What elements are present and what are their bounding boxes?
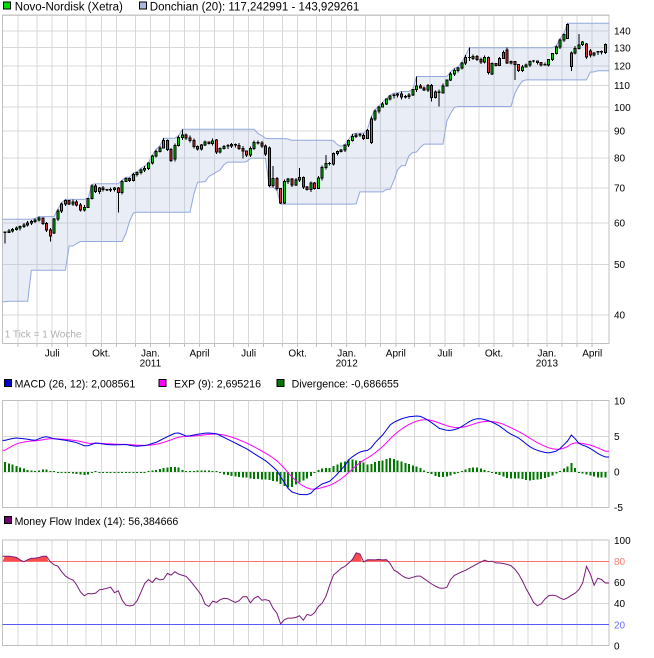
svg-text:Okt.: Okt. xyxy=(288,349,306,360)
svg-text:Divergence: -0,686655: Divergence: -0,686655 xyxy=(292,378,399,390)
svg-text:60: 60 xyxy=(614,578,626,589)
svg-text:100: 100 xyxy=(614,536,631,547)
svg-text:2011: 2011 xyxy=(140,359,162,370)
svg-text:EXP (9): 2,695216: EXP (9): 2,695216 xyxy=(174,378,261,390)
svg-text:100: 100 xyxy=(614,103,631,114)
svg-text:0: 0 xyxy=(614,468,620,479)
svg-text:Jan.: Jan. xyxy=(537,349,556,360)
svg-text:Novo-Nordisk (Xetra): Novo-Nordisk (Xetra) xyxy=(15,1,123,13)
svg-text:Okt.: Okt. xyxy=(485,349,503,360)
svg-text:20: 20 xyxy=(614,620,626,631)
svg-text:130: 130 xyxy=(614,43,631,54)
svg-text:April: April xyxy=(386,349,406,360)
svg-text:70: 70 xyxy=(614,184,626,195)
svg-text:April: April xyxy=(582,349,602,360)
svg-text:-5: -5 xyxy=(614,503,623,514)
svg-text:40: 40 xyxy=(614,311,626,322)
svg-text:60: 60 xyxy=(614,219,626,230)
svg-text:Juli: Juli xyxy=(241,349,256,360)
svg-text:10: 10 xyxy=(614,397,626,408)
svg-text:Donchian (20): 117,242991 - 14: Donchian (20): 117,242991 - 143,929261 xyxy=(150,1,360,13)
svg-text:140: 140 xyxy=(614,27,631,38)
svg-text:40: 40 xyxy=(614,599,626,610)
svg-text:0: 0 xyxy=(614,641,620,652)
svg-text:April: April xyxy=(189,349,209,360)
svg-text:80: 80 xyxy=(614,153,626,164)
svg-text:90: 90 xyxy=(614,127,626,138)
svg-text:2012: 2012 xyxy=(336,359,359,370)
svg-text:110: 110 xyxy=(614,81,630,92)
svg-text:Jan.: Jan. xyxy=(337,349,356,360)
svg-text:Okt.: Okt. xyxy=(92,349,110,360)
svg-text:MACD (26, 12): 2,008561: MACD (26, 12): 2,008561 xyxy=(15,378,136,390)
svg-text:50: 50 xyxy=(614,260,626,271)
svg-text:80: 80 xyxy=(614,557,626,568)
svg-text:1 Tick = 1 Woche: 1 Tick = 1 Woche xyxy=(5,330,82,341)
svg-text:2013: 2013 xyxy=(536,359,559,370)
svg-text:120: 120 xyxy=(614,62,631,73)
svg-text:5: 5 xyxy=(614,432,620,443)
svg-text:Money Flow Index (14): 56,3846: Money Flow Index (14): 56,384666 xyxy=(15,516,179,528)
svg-text:Juli: Juli xyxy=(437,349,452,360)
svg-text:Juli: Juli xyxy=(45,349,60,360)
svg-text:Jan.: Jan. xyxy=(141,349,160,360)
